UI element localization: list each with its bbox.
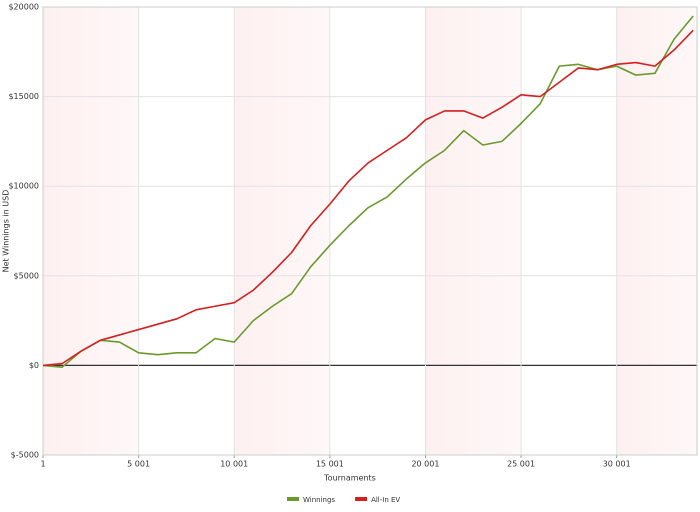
plot-border xyxy=(42,6,698,456)
y-tick-label: $5000 xyxy=(14,271,39,280)
y-tick-label: $0 xyxy=(29,361,39,370)
x-tick-label: 25 001 xyxy=(507,460,535,469)
y-tick-label: $20000 xyxy=(8,3,39,12)
x-tick-label: 5 001 xyxy=(127,460,150,469)
background-band xyxy=(234,7,330,455)
y-tick-label: $-5000 xyxy=(11,451,39,460)
legend-label: Winnings xyxy=(303,496,335,504)
background-band xyxy=(43,7,139,455)
y-tick-label: $15000 xyxy=(8,92,39,101)
y-axis-label: Net Winnings in USD xyxy=(2,190,11,273)
series-line xyxy=(42,15,694,368)
legend-label: All-In EV xyxy=(371,496,400,504)
x-tick-label: 10 001 xyxy=(220,460,248,469)
background-band xyxy=(425,7,522,455)
x-axis-label: Tournaments xyxy=(323,474,376,483)
y-tick-label: $10000 xyxy=(8,182,39,191)
legend-swatch xyxy=(355,497,368,501)
background-band xyxy=(616,7,697,455)
x-tick-label: 30 001 xyxy=(603,460,631,469)
series-line xyxy=(42,29,694,367)
x-tick-label: 15 001 xyxy=(316,460,344,469)
x-tick-label: 20 001 xyxy=(411,460,439,469)
x-tick-label: 1 xyxy=(40,460,45,469)
legend-swatch xyxy=(287,497,299,501)
